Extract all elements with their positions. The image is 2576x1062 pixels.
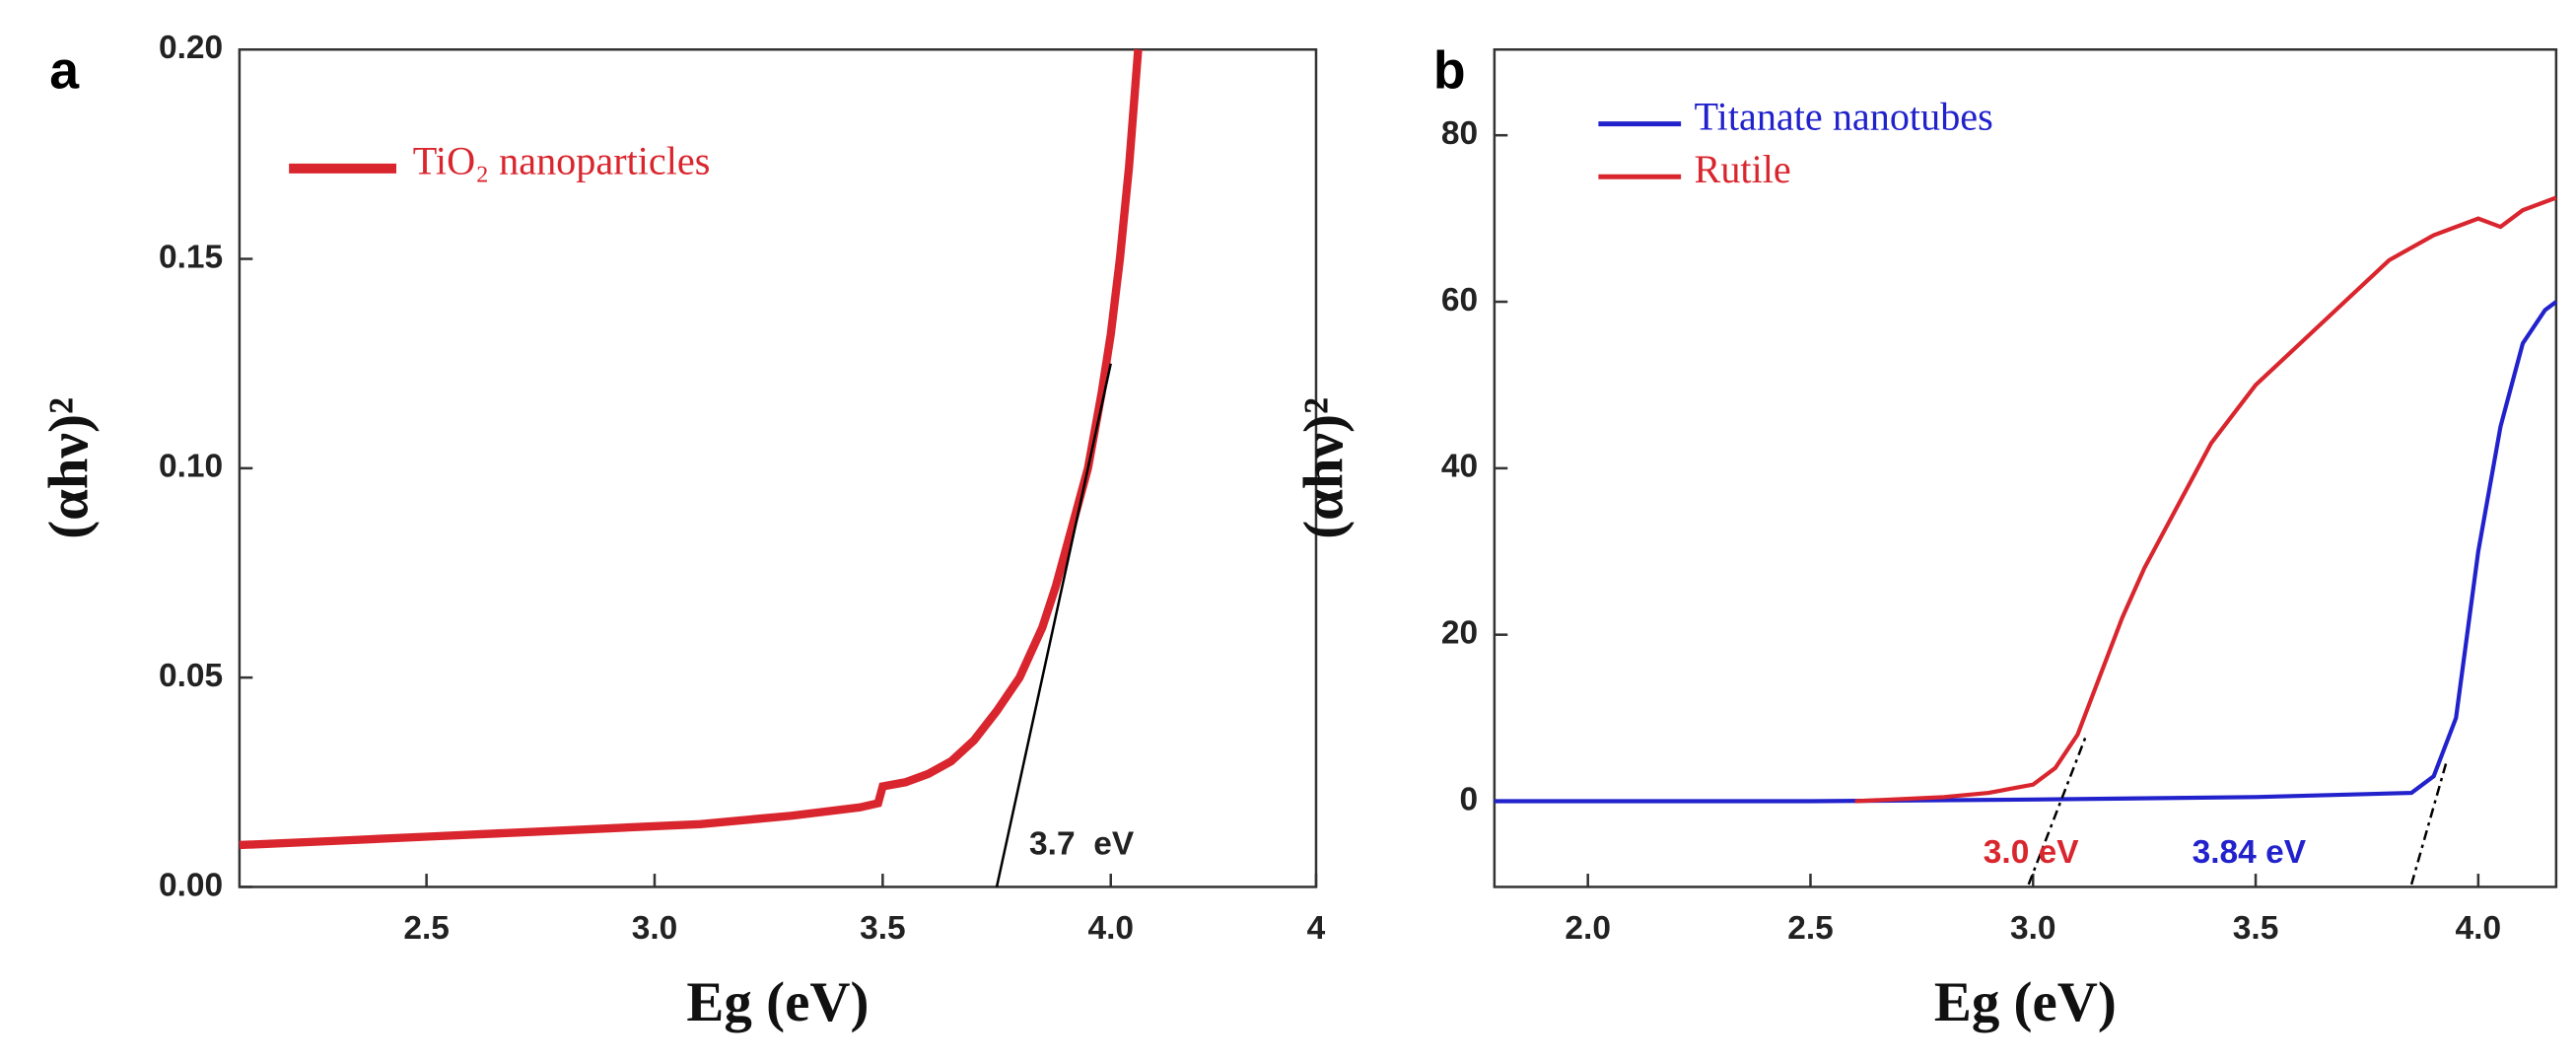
y-tick-label: 0.20 <box>159 30 223 66</box>
x-tick-label: 3.5 <box>2233 910 2279 947</box>
y-tick-label: 0 <box>1459 781 1478 817</box>
annotation: 3.7 eV <box>1029 825 1135 862</box>
legend-label: Titanate nanotubes <box>1695 94 1993 138</box>
x-tick-label: 4.0 <box>1087 910 1134 947</box>
x-tick-label: 2.0 <box>1565 910 1611 947</box>
y-tick-label: 0.15 <box>159 239 223 275</box>
y-tick-label: 40 <box>1441 449 1478 485</box>
y-tick-label: 0.00 <box>159 867 223 903</box>
panel-label: a <box>49 41 80 101</box>
x-tick-label: 2.5 <box>403 910 450 947</box>
tangent-line <box>2409 758 2449 885</box>
y-tick-label: 0.05 <box>159 658 223 694</box>
x-tick-label: 4 <box>1307 910 1326 947</box>
tangent-line <box>2027 734 2088 885</box>
annotation: 3.0 eV <box>1984 834 2079 871</box>
tangent-line <box>995 363 1112 887</box>
x-tick-label: 2.5 <box>1787 910 1834 947</box>
data-line <box>239 48 1143 850</box>
legend-label: TiO₂ nanoparticles <box>413 139 711 183</box>
y-tick-label: 20 <box>1441 615 1478 652</box>
panel-label: b <box>1433 41 1466 101</box>
x-tick-label: 3.0 <box>2010 910 2056 947</box>
legend-label: Rutile <box>1695 147 1791 191</box>
annotation: 3.84 eV <box>2193 834 2307 871</box>
x-tick-label: 3.5 <box>860 910 906 947</box>
y-axis-title: (αhν)² <box>1292 397 1355 539</box>
data-line <box>1854 195 2557 804</box>
x-tick-label: 4.0 <box>2456 910 2502 947</box>
y-axis-title: (αhν)² <box>37 397 100 539</box>
y-tick-label: 80 <box>1441 115 1478 152</box>
plot-frame <box>238 47 1318 888</box>
x-axis-title: Eg (eV) <box>1934 971 2117 1033</box>
x-axis-title: Eg (eV) <box>686 971 869 1033</box>
y-tick-label: 60 <box>1441 282 1478 319</box>
y-tick-label: 0.10 <box>159 449 223 485</box>
data-line <box>1494 300 2558 804</box>
x-tick-label: 3.0 <box>632 910 678 947</box>
